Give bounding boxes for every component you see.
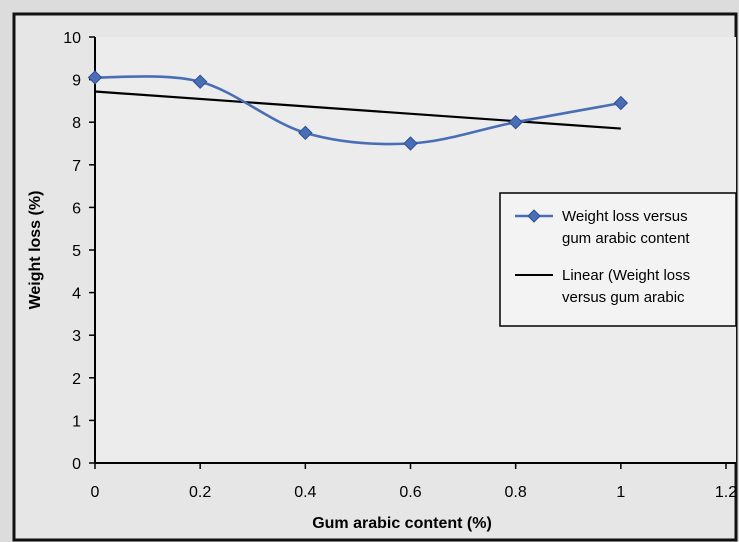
legend-label-weight-loss-line1: Weight loss versus xyxy=(562,208,688,225)
data-point-weight-loss xyxy=(298,125,313,141)
legend-label-linear-line1: Linear (Weight loss xyxy=(562,267,690,284)
legend-label-linear-line2: versus gum arabic xyxy=(562,289,685,306)
x-tick-label: 0.4 xyxy=(294,484,316,501)
y-axis-title: Weight loss (%) xyxy=(27,191,44,310)
x-ticks: 0 0.2 0.4 0.6 0.8 1 1.2 xyxy=(91,463,737,501)
data-point-weight-loss xyxy=(508,114,523,130)
legend-label-weight-loss-line2: gum arabic content xyxy=(562,230,690,247)
x-axis-title: Gum arabic content (%) xyxy=(312,515,492,532)
x-tick-label: 1.2 xyxy=(715,484,737,501)
legend-marker-weight-loss xyxy=(527,209,541,223)
y-tick-label: 7 xyxy=(72,158,81,175)
y-tick-label: 2 xyxy=(72,371,81,388)
series-layer xyxy=(87,70,629,151)
legend: Weight loss versus gum arabic content Li… xyxy=(499,192,737,327)
x-tick-label: 0.8 xyxy=(505,484,527,501)
x-tick-label: 0 xyxy=(91,484,100,501)
y-ticks: 0 1 2 3 4 5 6 7 8 9 10 xyxy=(63,30,95,473)
y-tick-label: 8 xyxy=(72,115,81,132)
data-point-weight-loss xyxy=(613,95,629,111)
y-tick-label: 5 xyxy=(72,243,81,260)
x-tick-label: 1 xyxy=(616,484,625,501)
y-tick-label: 0 xyxy=(72,456,81,473)
series-line-weight-loss xyxy=(94,75,622,146)
x-tick-label: 0.2 xyxy=(189,484,211,501)
y-tick-label: 9 xyxy=(72,73,81,90)
series-line-linear-trend xyxy=(94,90,621,130)
y-tick-label: 3 xyxy=(72,328,81,345)
x-tick-label: 0.6 xyxy=(399,484,421,501)
data-point-weight-loss xyxy=(87,70,103,85)
y-tick-label: 4 xyxy=(72,286,81,303)
y-tick-label: 1 xyxy=(72,413,81,430)
y-tick-label: 6 xyxy=(72,200,81,217)
data-point-weight-loss xyxy=(192,74,208,89)
y-tick-label: 10 xyxy=(63,30,81,47)
data-point-weight-loss xyxy=(403,136,418,151)
